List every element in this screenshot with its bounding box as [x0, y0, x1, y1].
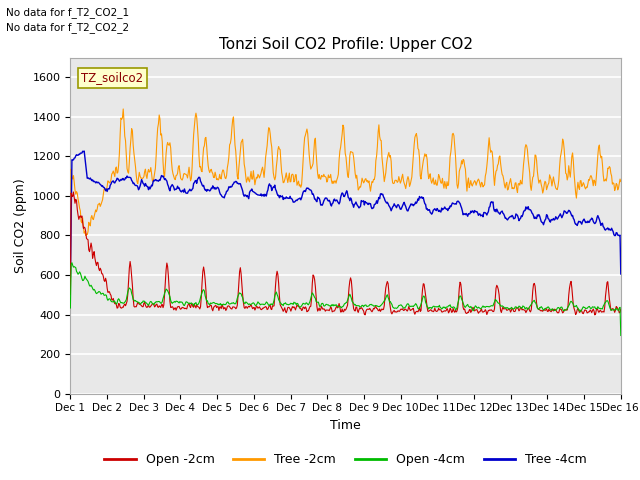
Open -4cm: [219, 302, 227, 308]
Title: Tonzi Soil CO2 Profile: Upper CO2: Tonzi Soil CO2 Profile: Upper CO2: [219, 37, 472, 52]
Open -4cm: [190, 303, 198, 309]
Tree -2cm: [77, 208, 84, 214]
Y-axis label: Soil CO2 (ppm): Soil CO2 (ppm): [14, 178, 27, 273]
Tree -2cm: [190, 132, 198, 137]
Tree -2cm: [413, 135, 421, 141]
Line: Open -4cm: Open -4cm: [70, 263, 621, 336]
Open -2cm: [134, 300, 141, 305]
Open -2cm: [67, 291, 74, 297]
Text: No data for f_T2_CO2_2: No data for f_T2_CO2_2: [6, 22, 129, 33]
Tree -4cm: [219, 194, 227, 200]
Open -2cm: [219, 303, 227, 309]
Legend: Open -2cm, Tree -2cm, Open -4cm, Tree -4cm: Open -2cm, Tree -2cm, Open -4cm, Tree -4…: [99, 448, 592, 471]
Tree -2cm: [134, 180, 141, 186]
Open -4cm: [413, 303, 421, 309]
Open -4cm: [429, 303, 437, 309]
Text: No data for f_T2_CO2_1: No data for f_T2_CO2_1: [6, 7, 129, 18]
X-axis label: Time: Time: [330, 419, 361, 432]
Open -2cm: [70, 189, 77, 195]
Open -2cm: [591, 312, 598, 318]
Open -2cm: [413, 308, 421, 314]
Text: TZ_soilco2: TZ_soilco2: [81, 71, 143, 84]
Open -2cm: [190, 304, 198, 310]
Tree -2cm: [429, 175, 437, 181]
Open -4cm: [134, 299, 141, 305]
Tree -2cm: [67, 276, 74, 282]
Tree -4cm: [617, 271, 625, 277]
Tree -4cm: [429, 207, 437, 213]
Open -4cm: [68, 260, 76, 265]
Open -2cm: [617, 306, 625, 312]
Line: Open -2cm: Open -2cm: [70, 192, 621, 315]
Open -2cm: [77, 215, 85, 220]
Open -4cm: [77, 273, 85, 278]
Open -2cm: [429, 309, 437, 314]
Tree -4cm: [67, 274, 74, 280]
Tree -2cm: [219, 167, 227, 173]
Open -4cm: [67, 305, 74, 311]
Tree -4cm: [77, 150, 84, 156]
Tree -4cm: [81, 148, 88, 154]
Tree -4cm: [190, 180, 198, 186]
Line: Tree -4cm: Tree -4cm: [70, 151, 621, 277]
Line: Tree -2cm: Tree -2cm: [70, 109, 621, 279]
Tree -4cm: [413, 199, 421, 204]
Tree -4cm: [134, 184, 141, 190]
Tree -2cm: [617, 179, 625, 184]
Tree -2cm: [120, 106, 127, 112]
Open -4cm: [617, 333, 625, 338]
